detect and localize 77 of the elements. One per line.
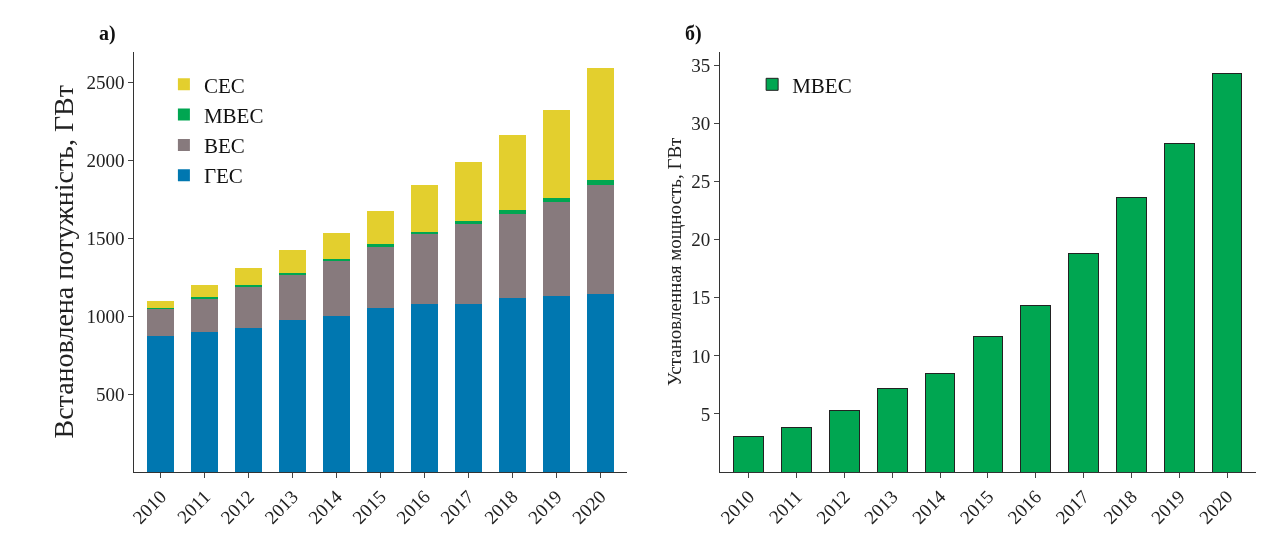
- bar: [366, 308, 395, 472]
- bar: [498, 135, 526, 210]
- y-tick-label: 20: [691, 229, 711, 251]
- y-tick-label: 2000: [86, 150, 125, 172]
- y-tick-label: 1500: [86, 228, 125, 250]
- x-tick-label: 2011: [173, 486, 215, 528]
- bar: [235, 268, 263, 285]
- bar: [147, 308, 175, 336]
- bar: [454, 303, 482, 472]
- y-tick-label: 30: [691, 113, 711, 135]
- bar: [410, 234, 439, 304]
- bar: [322, 258, 351, 261]
- bar: [498, 297, 526, 472]
- bar: [542, 202, 570, 296]
- y-tick-label: 5: [700, 403, 711, 425]
- bar: [366, 245, 395, 309]
- legend-label: МВЕС: [792, 73, 852, 98]
- bar: [278, 250, 307, 273]
- bar: [1211, 73, 1243, 472]
- bar: [829, 409, 860, 472]
- bar: [278, 319, 307, 472]
- chart-title: б): [685, 22, 702, 45]
- bar: [191, 297, 219, 332]
- legend-label: МВЕС: [203, 103, 264, 128]
- y-tick-label: 15: [691, 287, 711, 309]
- bar: [586, 185, 614, 294]
- y-tick-label: 25: [691, 171, 711, 193]
- bar: [542, 109, 570, 198]
- bar: [733, 435, 765, 472]
- bar: [410, 185, 439, 233]
- y-tick-label: 500: [96, 383, 125, 405]
- bar: [366, 243, 395, 247]
- bar: [924, 372, 956, 472]
- bar: [586, 68, 614, 180]
- y-tick-label: 2500: [86, 72, 125, 94]
- legend-label: СЕС: [203, 73, 245, 98]
- bar: [1116, 197, 1147, 472]
- bar: [322, 315, 351, 472]
- bar: [586, 179, 614, 186]
- bar: [235, 285, 263, 328]
- bar: [1020, 305, 1052, 472]
- bar: [147, 335, 175, 472]
- bar: [542, 197, 570, 203]
- bar: [1163, 142, 1195, 472]
- bar: [322, 232, 351, 259]
- y-tick-label: 1000: [86, 305, 125, 327]
- bar: [972, 335, 1004, 472]
- bar: [147, 301, 175, 308]
- bar: [498, 213, 526, 298]
- bar: [781, 427, 812, 472]
- bar: [235, 327, 263, 472]
- legend-label: ВЕС: [203, 134, 245, 159]
- y-axis-title: Встановлена потужність, ГВт: [48, 85, 80, 439]
- bar: [542, 295, 570, 472]
- bar: [191, 331, 219, 472]
- bar: [454, 221, 482, 225]
- bar: [876, 387, 908, 472]
- bar: [410, 232, 439, 235]
- bar: [322, 259, 351, 316]
- y-tick-label: 35: [691, 55, 711, 77]
- bar: [1068, 253, 1099, 472]
- legend-label: ГЕС: [203, 164, 243, 189]
- y-axis-title: Установленная мощность, ГВт: [664, 136, 686, 386]
- bar: [454, 161, 482, 222]
- bar: [586, 293, 614, 472]
- bar: [454, 224, 482, 304]
- bar: [278, 272, 307, 275]
- bar: [366, 211, 395, 244]
- bar: [498, 209, 526, 214]
- bar: [410, 303, 439, 472]
- bar: [191, 296, 219, 299]
- bar: [278, 273, 307, 320]
- bar: [191, 285, 219, 298]
- chart-title: а): [99, 22, 116, 45]
- x-tick-label: 2011: [764, 486, 807, 528]
- bar: [235, 284, 263, 287]
- y-tick-label: 10: [691, 345, 711, 367]
